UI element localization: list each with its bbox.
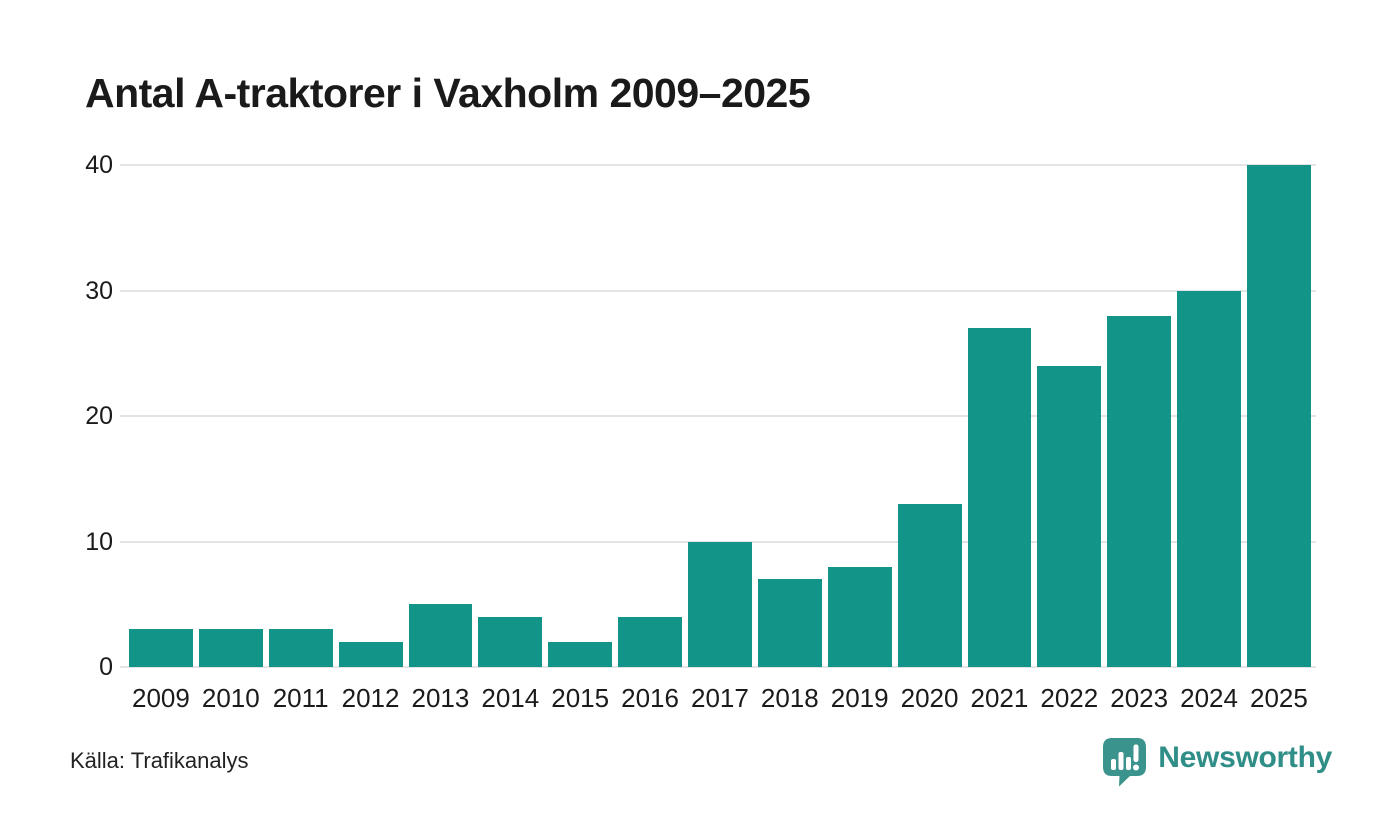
x-tick-label-2020: 2020 (900, 683, 959, 713)
gridline-y-20 (120, 415, 1316, 417)
bar-2022 (1037, 365, 1102, 667)
source-caption: Källa: Trafikanalys (70, 748, 249, 773)
bar-2013 (408, 604, 473, 667)
brand-wordmark: Newsworthy (1158, 741, 1332, 774)
x-tick-label-2014: 2014 (481, 683, 540, 713)
bars-layer (129, 165, 1311, 667)
x-tick-label-2022: 2022 (1040, 683, 1099, 713)
bar-2025 (1247, 165, 1311, 667)
bar-2010 (198, 629, 263, 667)
gridline-y-40 (120, 164, 1316, 166)
x-tick-label-2009: 2009 (132, 683, 190, 713)
x-tick-label-2019: 2019 (830, 683, 889, 713)
x-tick-label-2013: 2013 (411, 683, 470, 713)
x-tick-label-2016: 2016 (621, 683, 679, 713)
bar-2015 (548, 641, 613, 667)
x-tick-label-2024: 2024 (1180, 683, 1238, 713)
x-tick-label-2018: 2018 (760, 683, 819, 713)
bar-2016 (618, 616, 682, 667)
bar-2019 (827, 566, 892, 667)
x-axis-tick-labels: 2009 2010 2011 2012 2013 2014 2015 2016 2017 2018… (129, 683, 1311, 714)
x-tick-label-2012: 2012 (341, 683, 400, 713)
bar-2011 (268, 629, 333, 667)
newsworthy-speech-bubble-bar-chart-icon (1103, 738, 1147, 787)
x-tick-label-2023: 2023 (1110, 683, 1169, 713)
x-tick-label-2021: 2021 (970, 683, 1029, 713)
bar-2020 (897, 503, 962, 667)
bar-2009 (129, 629, 193, 667)
chart-title: Antal A-traktorer i Vaxholm 2009–2025 (85, 70, 811, 116)
newsworthy-logo: Newsworthy (1102, 737, 1332, 787)
bar-2018 (757, 579, 822, 667)
bar-2014 (478, 616, 543, 667)
bar-2012 (338, 641, 403, 667)
bar-2023 (1107, 315, 1172, 667)
x-tick-label-2010: 2010 (201, 683, 260, 713)
x-tick-label-2011: 2011 (272, 683, 329, 713)
plot-area: 0 10 20 30 40 2009 2010 2011 2012 2013 2014 2015 20… (85, 153, 1316, 713)
x-tick-label-2017: 2017 (691, 683, 749, 713)
gridline-y-30 (120, 289, 1316, 292)
bar-2021 (967, 328, 1032, 667)
bar-2017 (688, 541, 752, 667)
x-tick-label-2015: 2015 (551, 683, 610, 713)
x-tick-label-2025: 2025 (1250, 683, 1308, 713)
gridline-y-0 (120, 666, 1316, 668)
bar-2024 (1177, 290, 1241, 667)
